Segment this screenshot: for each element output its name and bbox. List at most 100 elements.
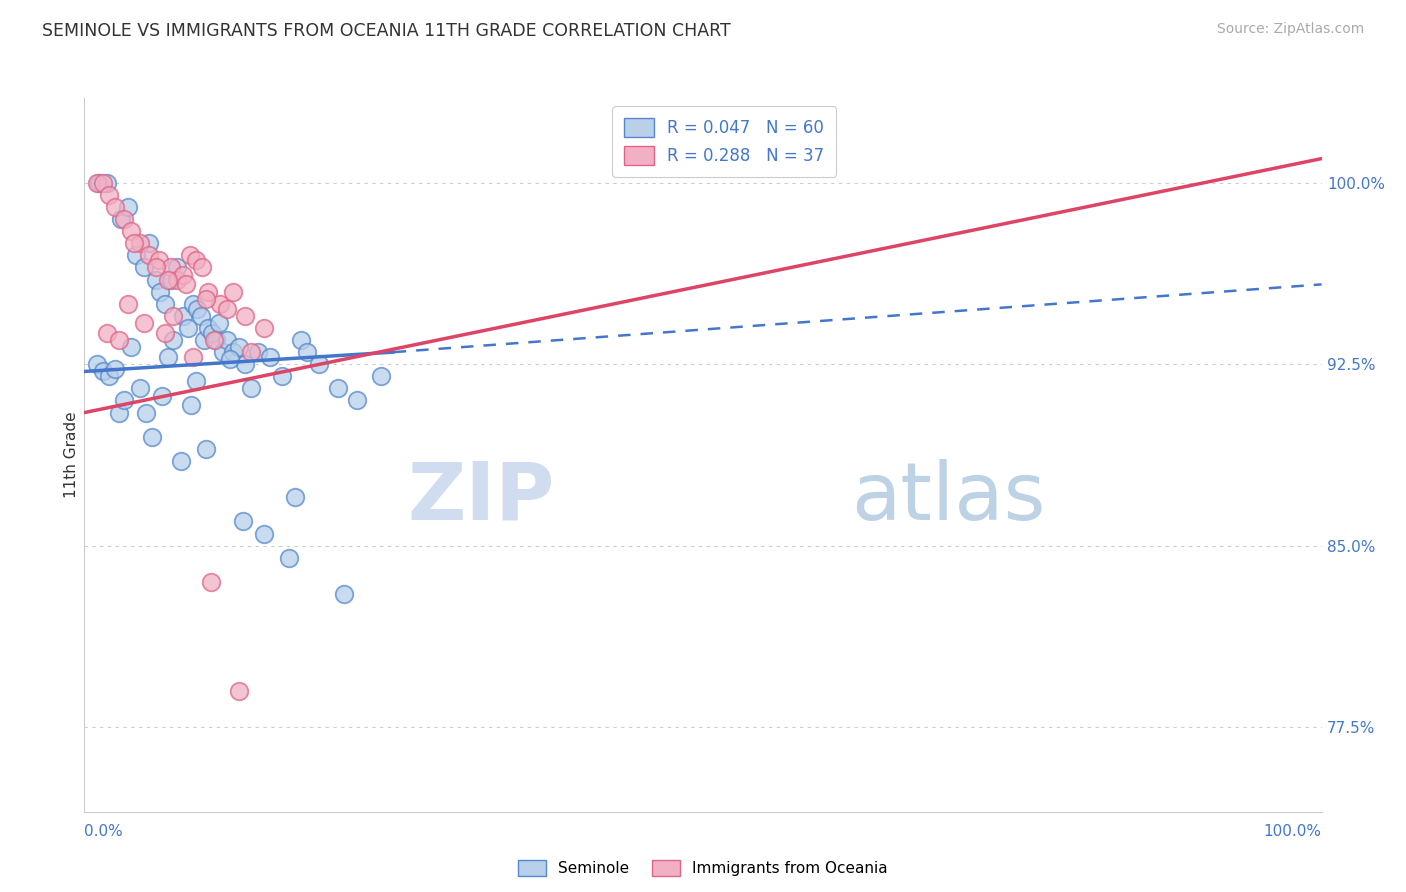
Point bbox=[132, 260, 155, 275]
Text: atlas: atlas bbox=[852, 458, 1046, 537]
Point bbox=[157, 350, 180, 364]
Point bbox=[96, 326, 118, 340]
Point bbox=[333, 587, 356, 601]
Point bbox=[125, 248, 148, 262]
Point bbox=[197, 285, 219, 299]
Point bbox=[259, 350, 281, 364]
Point bbox=[135, 406, 157, 420]
Point bbox=[204, 333, 226, 347]
Point bbox=[177, 321, 200, 335]
Point bbox=[112, 393, 135, 408]
Point bbox=[191, 260, 214, 275]
Text: 100.0%: 100.0% bbox=[1264, 824, 1322, 838]
Point bbox=[194, 292, 217, 306]
Point bbox=[186, 301, 208, 316]
Point bbox=[98, 369, 121, 384]
Point bbox=[108, 406, 131, 420]
Point bbox=[184, 253, 207, 268]
Point bbox=[253, 321, 276, 335]
Point bbox=[295, 345, 318, 359]
Point bbox=[190, 309, 212, 323]
Point bbox=[170, 454, 193, 468]
Point bbox=[194, 442, 217, 456]
Point bbox=[141, 430, 163, 444]
Legend: R = 0.047   N = 60, R = 0.288   N = 37: R = 0.047 N = 60, R = 0.288 N = 37 bbox=[613, 106, 837, 177]
Point bbox=[160, 260, 183, 275]
Point bbox=[184, 374, 207, 388]
Text: SEMINOLE VS IMMIGRANTS FROM OCEANIA 11TH GRADE CORRELATION CHART: SEMINOLE VS IMMIGRANTS FROM OCEANIA 11TH… bbox=[42, 22, 731, 40]
Point bbox=[200, 574, 222, 589]
Point bbox=[145, 260, 167, 275]
Point bbox=[91, 364, 114, 378]
Point bbox=[233, 357, 256, 371]
Point bbox=[162, 309, 184, 323]
Point bbox=[110, 212, 132, 227]
Point bbox=[153, 326, 176, 340]
Point bbox=[346, 393, 368, 408]
Text: Source: ZipAtlas.com: Source: ZipAtlas.com bbox=[1216, 22, 1364, 37]
Point bbox=[120, 224, 142, 238]
Point bbox=[162, 333, 184, 347]
Point bbox=[277, 550, 299, 565]
Point bbox=[153, 297, 176, 311]
Point bbox=[181, 297, 204, 311]
Point bbox=[138, 236, 160, 251]
Point bbox=[232, 515, 254, 529]
Point bbox=[181, 350, 204, 364]
Point bbox=[370, 369, 392, 384]
Text: 0.0%: 0.0% bbox=[84, 824, 124, 838]
Point bbox=[148, 253, 170, 268]
Point bbox=[209, 297, 232, 311]
Point bbox=[197, 321, 219, 335]
Point bbox=[246, 345, 269, 359]
Point bbox=[219, 352, 242, 367]
Y-axis label: 11th Grade: 11th Grade bbox=[63, 411, 79, 499]
Point bbox=[228, 683, 250, 698]
Point bbox=[240, 345, 263, 359]
Point bbox=[179, 248, 201, 262]
Point bbox=[104, 200, 127, 214]
Point bbox=[193, 333, 215, 347]
Point bbox=[145, 272, 167, 286]
Point bbox=[86, 176, 108, 190]
Point bbox=[117, 297, 139, 311]
Point bbox=[201, 326, 224, 340]
Point bbox=[149, 285, 172, 299]
Point bbox=[91, 176, 114, 190]
Legend: Seminole, Immigrants from Oceania: Seminole, Immigrants from Oceania bbox=[512, 855, 894, 882]
Point bbox=[166, 260, 188, 275]
Point bbox=[290, 333, 312, 347]
Point bbox=[222, 285, 245, 299]
Text: ZIP: ZIP bbox=[408, 458, 554, 537]
Point bbox=[129, 381, 152, 395]
Point bbox=[215, 301, 238, 316]
Point bbox=[284, 490, 307, 504]
Point bbox=[150, 389, 173, 403]
Point bbox=[104, 362, 127, 376]
Point bbox=[208, 316, 231, 330]
Point bbox=[166, 272, 188, 286]
Point bbox=[120, 340, 142, 354]
Point bbox=[98, 187, 121, 202]
Point bbox=[112, 212, 135, 227]
Point bbox=[160, 272, 183, 286]
Point bbox=[271, 369, 294, 384]
Point bbox=[157, 272, 180, 286]
Point bbox=[86, 357, 108, 371]
Point bbox=[212, 345, 235, 359]
Point bbox=[228, 340, 250, 354]
Point bbox=[132, 316, 155, 330]
Point bbox=[222, 345, 245, 359]
Point bbox=[174, 277, 197, 292]
Point bbox=[172, 268, 194, 282]
Point bbox=[138, 248, 160, 262]
Point bbox=[89, 176, 111, 190]
Point bbox=[108, 333, 131, 347]
Point bbox=[240, 381, 263, 395]
Point bbox=[129, 236, 152, 251]
Point bbox=[117, 200, 139, 214]
Point bbox=[253, 526, 276, 541]
Point bbox=[122, 236, 145, 251]
Point bbox=[180, 398, 202, 412]
Point bbox=[215, 333, 238, 347]
